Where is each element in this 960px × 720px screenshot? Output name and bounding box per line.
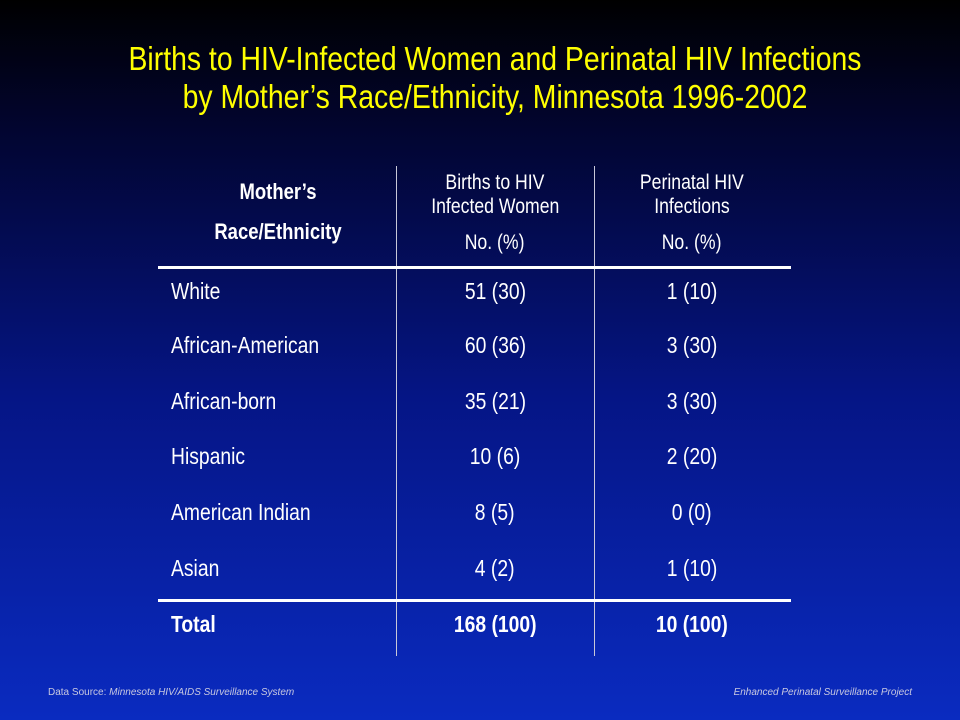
title-line-1: Births to HIV-Infected Women and Perinat…	[128, 40, 862, 77]
row-american-indian-births: 8 (5)	[475, 499, 515, 525]
row-african-american-infections: 3 (30)	[666, 332, 718, 358]
row-asian-infections: 1 (10)	[666, 555, 718, 581]
row-african-born-infections: 3 (30)	[666, 388, 718, 414]
row-total-births: 168 (100)	[453, 611, 537, 637]
data-source-note: Data Source: Minnesota HIV/AIDS Surveill…	[48, 687, 294, 698]
row-white-births: 51 (30)	[464, 278, 526, 304]
row-hispanic-group: Hispanic	[171, 443, 246, 469]
header-race-ethnicity: Mother’s Race/Ethnicity	[160, 172, 396, 252]
header-col3-line2: Infections	[654, 195, 730, 218]
header-births: Births to HIV Infected Women No. (%)	[396, 171, 594, 255]
header-rule	[158, 266, 791, 269]
row-hispanic-infections: 2 (20)	[666, 443, 718, 469]
total-rule	[158, 599, 791, 602]
row-african-born-births: 35 (21)	[464, 388, 526, 414]
header-col3-sub: No. (%)	[662, 231, 722, 254]
data-source-name: Minnesota HIV/AIDS Surveillance System	[109, 687, 295, 698]
column-divider-2	[594, 166, 595, 656]
project-name: Enhanced Perinatal Surveillance Project	[733, 687, 912, 698]
row-total-group: Total	[171, 611, 216, 637]
title-line-2: by Mother’s Race/Ethnicity, Minnesota 19…	[182, 78, 808, 115]
row-asian-group: Asian	[171, 555, 220, 581]
row-total-infections: 10 (100)	[656, 611, 728, 637]
header-infections: Perinatal HIV Infections No. (%)	[594, 171, 790, 255]
row-hispanic-births: 10 (6)	[469, 443, 521, 469]
slide-title: Births to HIV-Infected Women and Perinat…	[121, 40, 869, 116]
row-african-american-births: 60 (36)	[464, 332, 526, 358]
row-african-born-group: African-born	[171, 388, 277, 414]
header-col1-line1: Mother’s	[239, 179, 317, 204]
data-source-label: Data Source:	[48, 687, 110, 698]
header-col2-line2: Infected Women	[430, 195, 560, 218]
row-white-infections: 1 (10)	[666, 278, 718, 304]
header-col2-sub: No. (%)	[465, 231, 525, 254]
column-divider-1	[396, 166, 397, 656]
row-asian-births: 4 (2)	[475, 555, 515, 581]
row-american-indian-group: American Indian	[171, 499, 311, 525]
row-american-indian-infections: 0 (0)	[672, 499, 712, 525]
header-col2-line1: Births to HIV	[445, 171, 545, 194]
header-col3-line1: Perinatal HIV	[640, 171, 744, 194]
row-african-american-group: African-American	[171, 332, 320, 358]
header-col1-line2: Race/Ethnicity	[214, 219, 342, 244]
row-white-group: White	[171, 278, 221, 304]
